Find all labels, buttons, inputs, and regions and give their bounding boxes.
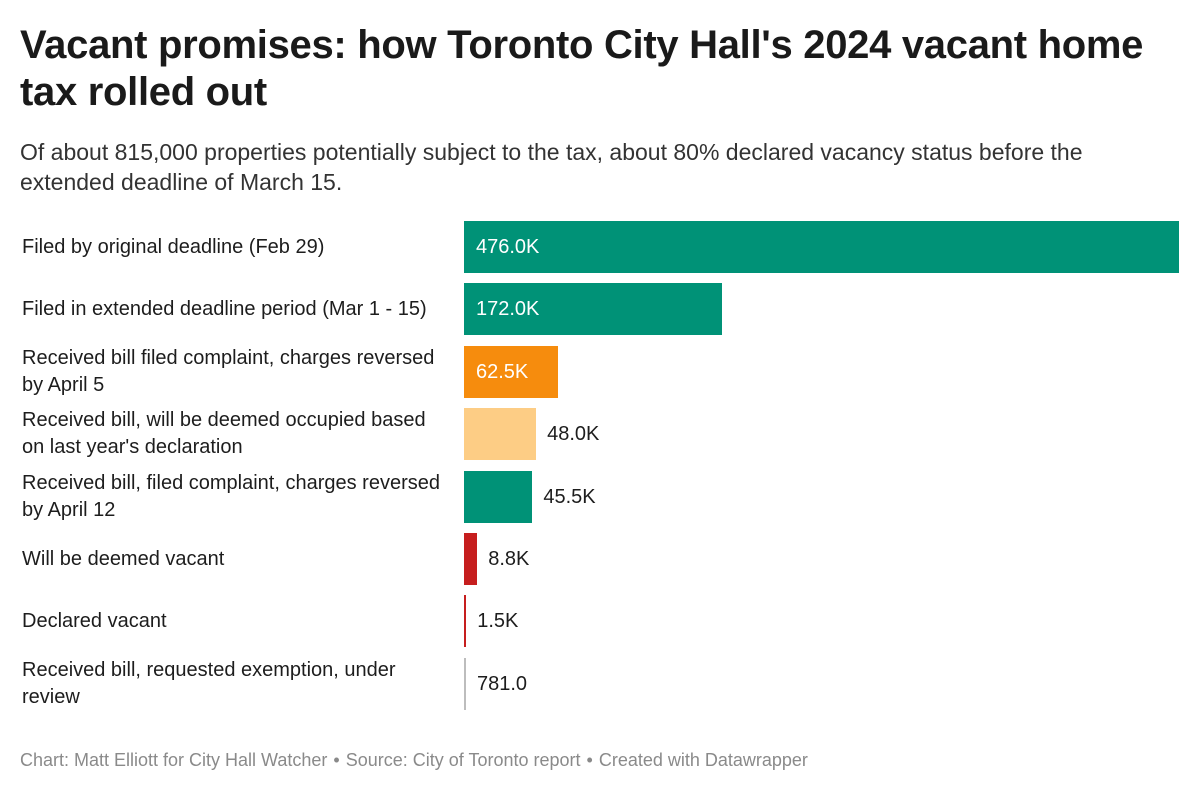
footer-separator: •	[333, 750, 340, 770]
bar	[464, 345, 558, 398]
bar	[464, 595, 467, 648]
category-label: Received bill filed complaint, charges r…	[22, 346, 435, 396]
bar	[464, 657, 466, 710]
category-label: Received bill, requested exemption, unde…	[22, 658, 396, 708]
chart-footer: Chart: Matt Elliott for City Hall Watche…	[20, 750, 808, 771]
bar	[464, 283, 723, 336]
category-label: Filed in extended deadline period (Mar 1…	[22, 297, 427, 320]
footer-credit: Chart: Matt Elliott for City Hall Watche…	[20, 750, 328, 770]
category-label: Declared vacant	[22, 609, 167, 632]
value-label: 1.5K	[477, 610, 519, 633]
chart-title: Vacant promises: how Toronto City Hall's…	[20, 23, 1144, 114]
value-label: 8.8K	[488, 548, 530, 570]
footer-tool: Created with Datawrapper	[598, 750, 808, 770]
value-label: 172.0K	[476, 298, 540, 321]
bar	[464, 470, 533, 523]
chart-subtitle: Of about 815,000 properties potentially …	[20, 139, 1083, 195]
value-label: 48.0K	[547, 423, 600, 446]
category-label: Received bill, filed complaint, charges …	[22, 471, 440, 521]
value-label: 62.5K	[476, 360, 529, 383]
bar	[464, 221, 1179, 273]
value-label: 476.0K	[476, 236, 540, 258]
category-label: Filed by original deadline (Feb 29)	[22, 235, 325, 258]
bar	[464, 408, 537, 461]
value-label: 45.5K	[543, 485, 596, 508]
footer-source: Source: City of Toronto report	[345, 750, 581, 770]
footer-separator: •	[586, 750, 593, 770]
category-label: Will be deemed vacant	[22, 547, 225, 570]
value-label: 781.0	[477, 672, 528, 695]
bar	[464, 533, 478, 585]
category-label: Received bill, will be deemed occupied b…	[22, 409, 426, 459]
